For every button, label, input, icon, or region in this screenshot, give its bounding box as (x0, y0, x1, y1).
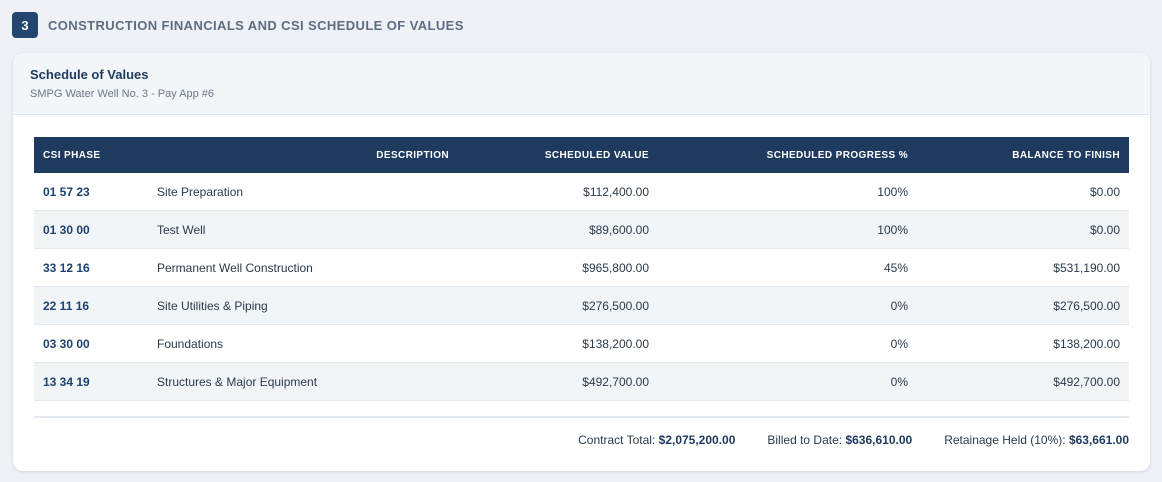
cell-scheduled-progress: 0% (890, 374, 908, 389)
totals-summary: Contract Total: $2,075,200.00 Billed to … (546, 433, 1129, 447)
table-header-row: CSI PHASE DESCRIPTION SCHEDULED VALUE SC… (34, 137, 1129, 173)
cell-scheduled-progress: 100% (877, 184, 908, 199)
cell-csi-phase: 01 30 00 (43, 222, 90, 237)
cell-balance-to-finish: $0.00 (1089, 222, 1120, 237)
retainage-held-value: $63,661.00 (1068, 433, 1129, 447)
cell-scheduled-value: $112,400.00 (583, 184, 649, 199)
cell-description: Test Well (157, 222, 206, 237)
header-scheduled-value: SCHEDULED VALUE (544, 149, 649, 161)
contract-total: Contract Total: $2,075,200.00 (578, 433, 735, 447)
cell-csi-phase: 01 57 23 (43, 184, 90, 199)
header-csi-phase: CSI PHASE (43, 149, 101, 161)
card-subtitle: SMPG Water Well No. 3 - Pay App #6 (30, 88, 215, 100)
cell-scheduled-value: $89,600.00 (588, 222, 649, 237)
cell-scheduled-progress: 0% (890, 336, 908, 351)
cell-balance-to-finish: $138,200.00 (1053, 336, 1120, 351)
totals-divider (34, 416, 1129, 418)
section-number-badge: 3 (12, 12, 38, 38)
cell-csi-phase: 22 11 16 (43, 298, 90, 313)
header-balance-to-finish: BALANCE TO FINISH (1012, 149, 1120, 161)
cell-csi-phase: 03 30 00 (43, 336, 90, 351)
table-row: 13 34 19 Structures & Major Equipment $4… (34, 363, 1129, 401)
cell-description: Site Utilities & Piping (157, 298, 268, 313)
cell-scheduled-progress: 45% (883, 260, 908, 275)
cell-balance-to-finish: $531,190.00 (1053, 260, 1120, 275)
cell-description: Structures & Major Equipment (157, 374, 318, 389)
cell-balance-to-finish: $276,500.00 (1053, 298, 1120, 313)
cell-scheduled-progress: 0% (890, 298, 908, 313)
schedule-of-values-card: Schedule of Values SMPG Water Well No. 3… (13, 53, 1150, 471)
cell-scheduled-value: $138,200.00 (582, 336, 649, 351)
section-header: 3 CONSTRUCTION FINANCIALS AND CSI SCHEDU… (12, 12, 464, 38)
cell-scheduled-progress: 100% (877, 222, 908, 237)
billed-to-date-value: $636,610.00 (845, 433, 913, 447)
table-row: 01 30 00 Test Well $89,600.00 100% $0.00 (34, 211, 1129, 249)
cell-scheduled-value: $276,500.00 (582, 298, 649, 313)
billed-to-date-label: Billed to Date: (767, 433, 843, 447)
cell-balance-to-finish: $0.00 (1089, 184, 1120, 199)
table-row: 01 57 23 Site Preparation $112,400.00 10… (34, 173, 1129, 211)
table-row: 33 12 16 Permanent Well Construction $96… (34, 249, 1129, 287)
billed-to-date: Billed to Date: $636,610.00 (767, 433, 912, 447)
cell-description: Permanent Well Construction (157, 260, 313, 275)
schedule-table: CSI PHASE DESCRIPTION SCHEDULED VALUE SC… (34, 137, 1129, 401)
cell-csi-phase: 33 12 16 (43, 260, 90, 275)
card-header: Schedule of Values SMPG Water Well No. 3… (13, 53, 1150, 115)
table-row: 03 30 00 Foundations $138,200.00 0% $138… (34, 325, 1129, 363)
retainage-held-label: Retainage Held (10%): (944, 433, 1066, 447)
cell-description: Site Preparation (157, 184, 244, 199)
cell-scheduled-value: $965,800.00 (582, 260, 649, 275)
retainage-held: Retainage Held (10%): $63,661.00 (944, 433, 1129, 447)
contract-total-value: $2,075,200.00 (658, 433, 736, 447)
cell-csi-phase: 13 34 19 (43, 374, 90, 389)
section-title: CONSTRUCTION FINANCIALS AND CSI SCHEDULE… (48, 17, 464, 33)
cell-balance-to-finish: $492,700.00 (1053, 374, 1120, 389)
header-description: DESCRIPTION (376, 149, 449, 161)
contract-total-label: Contract Total: (578, 433, 656, 447)
card-title: Schedule of Values (30, 67, 149, 82)
table-row: 22 11 16 Site Utilities & Piping $276,50… (34, 287, 1129, 325)
cell-description: Foundations (157, 336, 224, 351)
cell-scheduled-value: $492,700.00 (582, 374, 649, 389)
header-scheduled-progress: SCHEDULED PROGRESS % (766, 149, 908, 161)
